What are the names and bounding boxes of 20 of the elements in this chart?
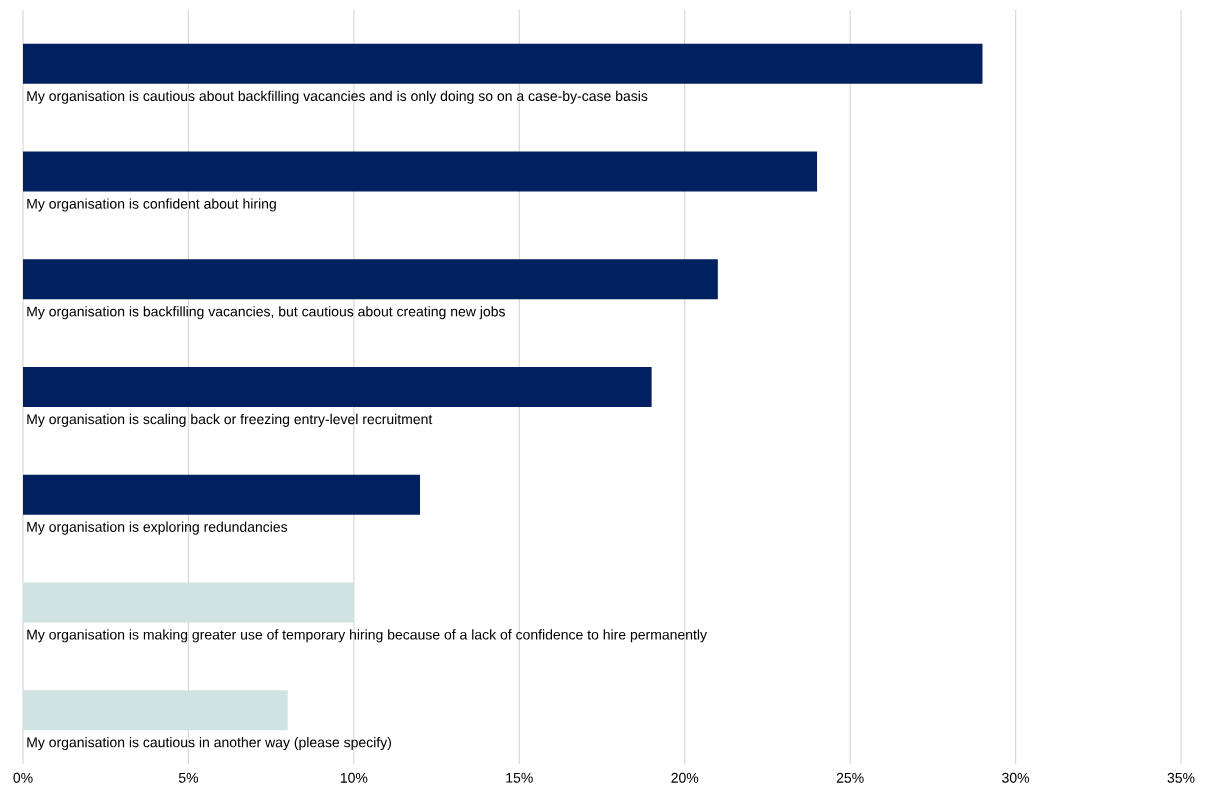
x-tick-label: 35% [1167, 772, 1195, 783]
y-tick-label: My organisation is cautious in another way (please specify) [27, 737, 391, 751]
x-tick-label: 30% [1002, 772, 1030, 783]
bar [23, 367, 652, 408]
y-tick-label: My organisation is confident about hiring [27, 198, 276, 212]
y-tick-label: My organisation is scaling back or freezing entry-level recruitment [27, 413, 433, 427]
x-tick-label: 15% [506, 772, 533, 783]
bar [23, 151, 818, 192]
bar [23, 474, 421, 515]
x-tick-label: 10% [340, 772, 368, 783]
y-tick-label: My organisation is exploring redundancies [27, 521, 288, 535]
x-tick-label: 25% [836, 772, 864, 783]
y-tick-label: My organisation is making greater use of temporary hiring because of a lack of confidence to hire permanently [27, 629, 707, 643]
x-tick-label: 20% [671, 772, 699, 783]
bar [23, 259, 718, 300]
x-tick-label: 5% [178, 772, 199, 783]
x-tick-label: 0% [13, 772, 33, 783]
bar [23, 43, 983, 84]
y-tick-label: My organisation is backfilling vacancies, but cautious about creating new jobs [27, 306, 505, 320]
y-tick-label: My organisation is cautious about backfilling vacancies and is only doing so on a case-by-case basis [27, 90, 648, 104]
